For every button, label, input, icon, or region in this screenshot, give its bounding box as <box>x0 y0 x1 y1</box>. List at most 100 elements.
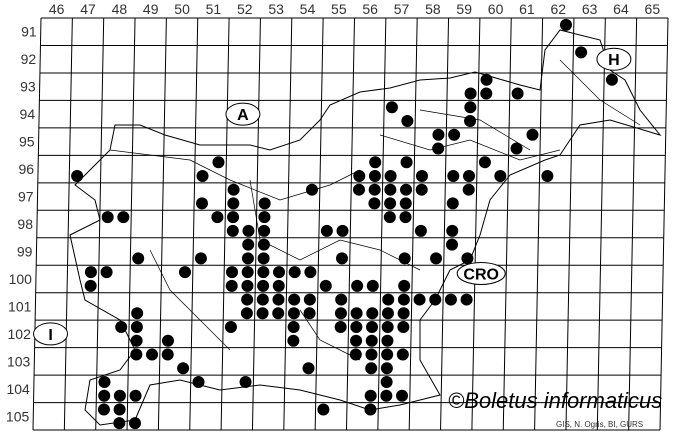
record-dot <box>211 211 224 224</box>
row-label: 94 <box>20 106 36 122</box>
river-lines <box>109 59 641 361</box>
record-dot <box>464 87 477 100</box>
record-dot <box>575 46 588 59</box>
record-dot <box>303 293 316 306</box>
grid-line-vertical <box>157 17 167 431</box>
record-dot <box>241 293 254 306</box>
record-dot <box>272 279 285 292</box>
record-dot <box>366 279 379 292</box>
record-dot <box>130 348 143 361</box>
record-dot <box>257 238 270 251</box>
grid-line-vertical <box>440 17 450 431</box>
record-dot <box>460 293 473 306</box>
grid-line-vertical <box>534 17 544 431</box>
grid-labels: 46 47 48 49 50 51 52 53 54 55 56 57 58 59 60 61 62 63 64 65… <box>6 1 660 424</box>
record-dot <box>384 183 397 196</box>
record-dot <box>288 293 301 306</box>
column-label: 55 <box>331 1 347 17</box>
record-dot <box>117 211 130 224</box>
copyright-text: ©Boletus informaticus <box>448 388 662 413</box>
record-dot <box>365 362 378 375</box>
record-dot <box>319 279 332 292</box>
country-border <box>69 29 662 426</box>
record-dot <box>113 403 126 416</box>
grid-line-vertical <box>596 17 606 431</box>
record-dot <box>334 307 347 320</box>
column-label: 56 <box>362 1 378 17</box>
record-dot <box>381 307 394 320</box>
record-dot <box>320 224 333 237</box>
column-label: 46 <box>49 1 65 17</box>
region-ellipse <box>225 102 261 126</box>
record-dot <box>385 101 398 114</box>
row-label: 95 <box>19 134 35 150</box>
record-dot <box>526 128 539 141</box>
record-dot <box>353 183 366 196</box>
record-dot <box>178 266 191 279</box>
record-dot <box>195 197 208 210</box>
column-label: 65 <box>645 1 661 17</box>
record-dot <box>364 389 377 402</box>
grid-line-vertical <box>659 17 669 431</box>
region-label: CRO <box>463 266 499 283</box>
record-dot <box>129 417 142 430</box>
column-label: 59 <box>456 1 472 17</box>
record-dot <box>399 197 412 210</box>
row-label: 92 <box>21 51 37 67</box>
utm-grid <box>32 17 669 431</box>
record-dot <box>398 252 411 265</box>
record-dot <box>382 293 395 306</box>
column-label: 64 <box>613 1 629 17</box>
record-dot <box>288 266 301 279</box>
record-dot <box>444 293 457 306</box>
record-dot <box>256 293 269 306</box>
record-dot <box>365 348 378 361</box>
record-dot <box>384 197 397 210</box>
record-dot <box>429 293 442 306</box>
row-label: 105 <box>6 408 30 424</box>
region-ellipse <box>33 322 69 346</box>
grid-line-vertical <box>251 17 261 431</box>
record-dot <box>397 293 410 306</box>
record-dot <box>242 238 255 251</box>
record-dot <box>146 348 159 361</box>
record-dot <box>258 224 271 237</box>
record-dot <box>380 389 393 402</box>
record-dot <box>350 307 363 320</box>
record-dot <box>98 375 111 388</box>
row-label: 104 <box>6 381 30 397</box>
record-dot <box>353 169 366 182</box>
record-dot <box>258 211 271 224</box>
record-dot <box>130 321 143 334</box>
grid-line-vertical <box>126 17 136 431</box>
record-dot <box>317 403 330 416</box>
grid-line-vertical <box>345 17 355 431</box>
record-dot <box>510 142 523 155</box>
grid-line-vertical <box>471 17 481 431</box>
record-dot <box>350 321 363 334</box>
column-label: 57 <box>394 1 410 17</box>
record-dot <box>161 348 174 361</box>
record-dot <box>605 73 618 86</box>
record-dot <box>241 252 254 265</box>
region-label: I <box>48 327 52 344</box>
record-dot <box>227 211 240 224</box>
column-label: 58 <box>425 1 441 17</box>
grid-line-vertical <box>408 17 418 431</box>
record-dot <box>559 18 572 31</box>
region-ellipse <box>456 261 506 285</box>
record-dot <box>399 211 412 224</box>
grid-line-vertical <box>565 17 575 431</box>
record-dot <box>462 169 475 182</box>
record-dot <box>241 266 254 279</box>
record-dot <box>541 169 554 182</box>
grid-line-vertical <box>95 17 105 431</box>
record-dot <box>432 128 445 141</box>
record-dot <box>448 128 461 141</box>
record-dot <box>464 115 477 128</box>
row-label: 93 <box>20 79 36 95</box>
record-dot <box>242 224 255 237</box>
column-label: 63 <box>582 1 598 17</box>
record-dot <box>161 334 174 347</box>
